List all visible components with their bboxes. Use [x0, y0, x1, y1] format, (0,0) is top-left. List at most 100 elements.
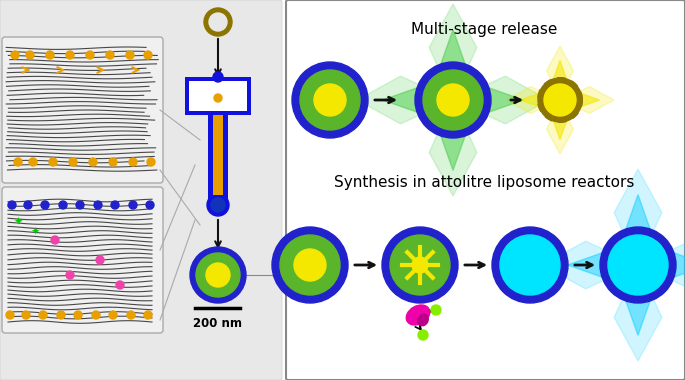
- Circle shape: [111, 201, 119, 209]
- Circle shape: [272, 227, 348, 303]
- Circle shape: [412, 257, 428, 273]
- Polygon shape: [621, 195, 655, 265]
- Circle shape: [146, 201, 154, 209]
- Text: ✦: ✦: [30, 227, 40, 237]
- Circle shape: [26, 51, 34, 59]
- FancyBboxPatch shape: [189, 81, 247, 111]
- Circle shape: [209, 13, 227, 31]
- Circle shape: [22, 311, 30, 319]
- Circle shape: [74, 311, 82, 319]
- Circle shape: [415, 62, 491, 138]
- Circle shape: [109, 158, 117, 166]
- Circle shape: [76, 201, 84, 209]
- FancyBboxPatch shape: [286, 0, 685, 380]
- FancyBboxPatch shape: [213, 115, 223, 195]
- Circle shape: [538, 78, 582, 122]
- Text: ✦: ✦: [13, 217, 23, 227]
- Circle shape: [500, 235, 560, 295]
- Circle shape: [190, 247, 246, 303]
- Circle shape: [66, 51, 74, 59]
- Circle shape: [96, 256, 104, 264]
- Polygon shape: [551, 60, 569, 100]
- Circle shape: [214, 94, 222, 102]
- Circle shape: [437, 84, 469, 116]
- Polygon shape: [621, 265, 655, 336]
- Text: Synthesis in attolitre liposome reactors: Synthesis in attolitre liposome reactors: [334, 175, 634, 190]
- Polygon shape: [429, 4, 477, 100]
- Circle shape: [92, 311, 100, 319]
- Circle shape: [390, 235, 450, 295]
- Polygon shape: [638, 249, 685, 282]
- Circle shape: [292, 62, 368, 138]
- Circle shape: [129, 158, 137, 166]
- Polygon shape: [551, 100, 569, 139]
- Polygon shape: [614, 265, 662, 361]
- Circle shape: [213, 72, 223, 82]
- Ellipse shape: [418, 314, 428, 326]
- Polygon shape: [568, 249, 638, 282]
- Circle shape: [57, 311, 65, 319]
- FancyBboxPatch shape: [2, 187, 163, 333]
- Circle shape: [8, 201, 16, 209]
- Circle shape: [492, 227, 568, 303]
- Circle shape: [280, 235, 340, 295]
- Circle shape: [24, 201, 32, 209]
- Circle shape: [294, 249, 326, 281]
- Circle shape: [314, 84, 346, 116]
- Circle shape: [86, 51, 94, 59]
- Circle shape: [39, 311, 47, 319]
- Circle shape: [431, 305, 441, 315]
- Text: Multi-stage release: Multi-stage release: [411, 22, 557, 37]
- Circle shape: [51, 236, 59, 244]
- Circle shape: [6, 311, 14, 319]
- Circle shape: [116, 281, 124, 289]
- Text: 200 nm: 200 nm: [193, 317, 242, 330]
- Circle shape: [608, 235, 668, 295]
- Circle shape: [94, 201, 102, 209]
- Polygon shape: [383, 84, 453, 117]
- Polygon shape: [547, 46, 573, 100]
- FancyBboxPatch shape: [2, 37, 163, 183]
- Circle shape: [69, 158, 77, 166]
- Polygon shape: [453, 76, 549, 124]
- FancyBboxPatch shape: [0, 0, 282, 380]
- Polygon shape: [521, 91, 560, 109]
- Circle shape: [46, 51, 54, 59]
- Polygon shape: [357, 76, 453, 124]
- Circle shape: [126, 51, 134, 59]
- Circle shape: [300, 70, 360, 130]
- Circle shape: [59, 201, 67, 209]
- Polygon shape: [453, 84, 523, 117]
- Ellipse shape: [406, 305, 429, 325]
- Polygon shape: [436, 30, 469, 100]
- Circle shape: [206, 263, 230, 287]
- Polygon shape: [560, 91, 599, 109]
- Circle shape: [415, 260, 425, 270]
- Circle shape: [418, 330, 428, 340]
- Polygon shape: [547, 100, 573, 154]
- Circle shape: [129, 201, 137, 209]
- Circle shape: [196, 253, 240, 297]
- Polygon shape: [429, 100, 477, 196]
- Circle shape: [66, 271, 74, 279]
- Circle shape: [41, 201, 49, 209]
- Circle shape: [127, 311, 135, 319]
- Polygon shape: [560, 87, 614, 114]
- Circle shape: [144, 311, 152, 319]
- Circle shape: [207, 194, 229, 216]
- Polygon shape: [614, 169, 662, 265]
- Circle shape: [144, 51, 152, 59]
- Polygon shape: [542, 241, 638, 289]
- Polygon shape: [638, 241, 685, 289]
- Circle shape: [382, 227, 458, 303]
- Circle shape: [600, 227, 676, 303]
- FancyBboxPatch shape: [185, 77, 251, 115]
- FancyBboxPatch shape: [208, 113, 228, 205]
- Circle shape: [109, 311, 117, 319]
- Circle shape: [204, 8, 232, 36]
- Circle shape: [423, 70, 483, 130]
- Circle shape: [89, 158, 97, 166]
- Circle shape: [211, 198, 225, 212]
- Circle shape: [544, 84, 576, 116]
- Circle shape: [49, 158, 57, 166]
